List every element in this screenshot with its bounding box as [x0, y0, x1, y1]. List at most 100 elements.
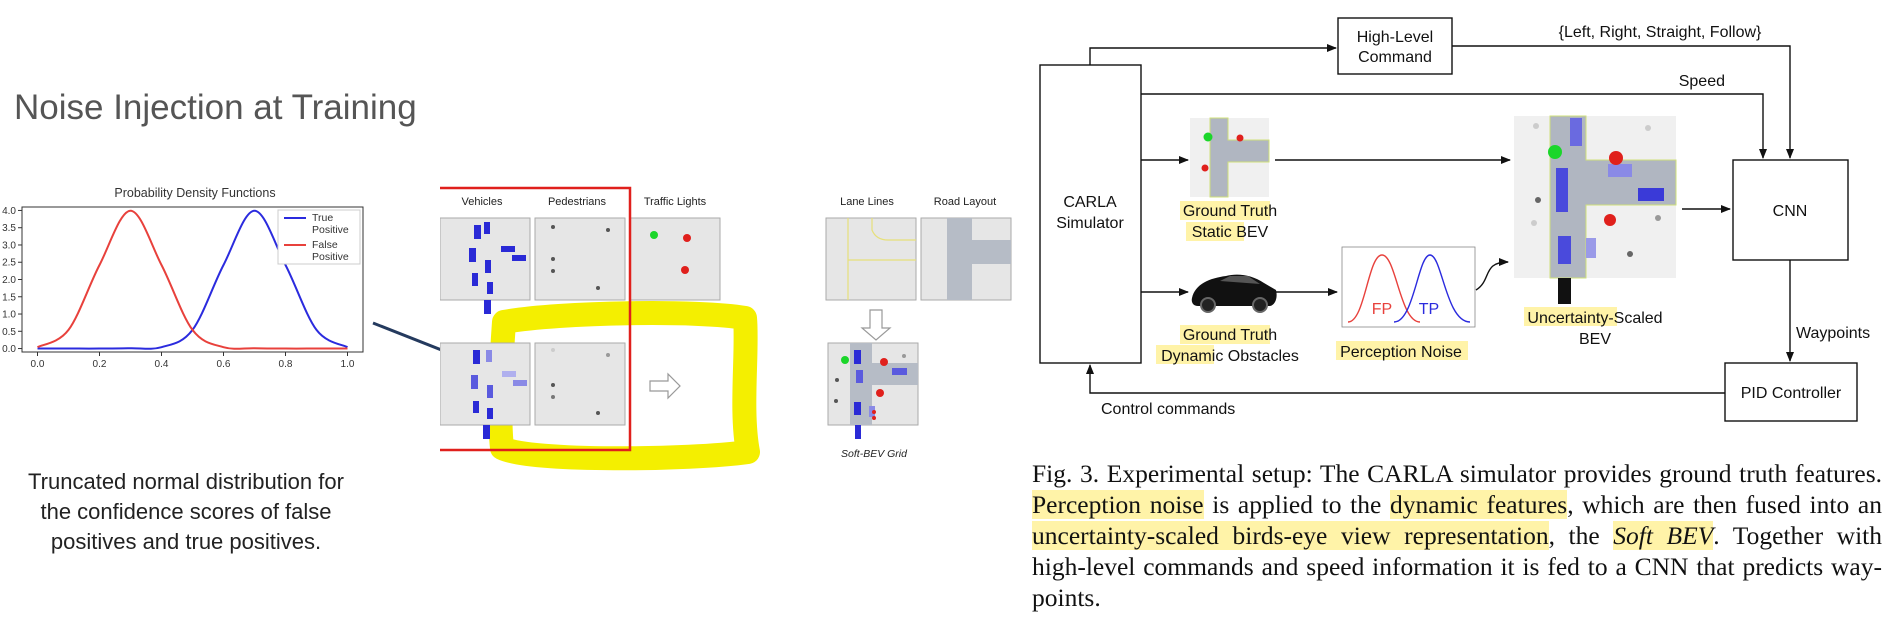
vehicle-markers	[469, 222, 526, 314]
dynamic-highlight-1	[1180, 325, 1270, 344]
caption-highlight-perception-noise: Perception noise	[1032, 490, 1204, 519]
waypoints-label: Waypoints	[1796, 325, 1870, 342]
pdf-chart: Probability Density Functions 0.0 0.5 1.0 1…	[2, 186, 364, 370]
dynamic-label-1: Ground Truth	[1183, 327, 1277, 344]
command-options-label: {Left, Right, Straight, Follow}	[1559, 24, 1762, 41]
legend-box	[277, 209, 361, 265]
y-tick-label: 1.0	[2, 310, 16, 321]
tp-label: TP	[1419, 301, 1439, 318]
red-light-2	[681, 266, 689, 274]
soft-bev-grid-label: Soft-BEV Grid	[841, 448, 908, 460]
static-bev-label-1: Ground Truth	[1183, 203, 1277, 220]
y-tick-label: 3.5	[2, 223, 16, 234]
tile-lane-lines	[825, 217, 917, 301]
uncertainty-label-2: BEV	[1579, 331, 1611, 348]
y-tick-label: 1.5	[2, 292, 16, 303]
caption-mid-3: , the	[1548, 521, 1614, 550]
static-bev-highlight-2	[1186, 222, 1244, 241]
road-shape	[947, 218, 1011, 300]
carla-label: CARLA	[1063, 194, 1117, 211]
series-line-false-positive	[37, 209, 348, 350]
noisy-pedestrian-markers	[551, 348, 610, 415]
legend-label-positive: Positive	[312, 224, 349, 236]
high-level-command-box	[1337, 17, 1453, 75]
col-header-vehicles: Vehicles	[462, 196, 503, 208]
legend-label-false: False	[312, 239, 338, 251]
y-tick-label: 0.5	[2, 327, 16, 338]
uncertainty-highlight	[1524, 307, 1617, 326]
fp-label: FP	[1372, 301, 1392, 318]
x-tick-label: 0.2	[93, 359, 107, 370]
slide-caption: Truncated normal distribution for the co…	[28, 469, 344, 554]
legend-label-positive-2: Positive	[312, 251, 349, 263]
static-bev-label-2: Static BEV	[1192, 224, 1269, 241]
perception-noise-highlight	[1336, 341, 1468, 360]
chart-title: Probability Density Functions	[114, 186, 275, 200]
uncertainty-label-1: Uncertainty-Scaled	[1527, 310, 1662, 327]
dynamic-label-2: Dynamic Obstacles	[1161, 348, 1299, 365]
tile-pedestrians	[534, 217, 626, 301]
lane-line-shape	[847, 218, 916, 300]
col-header-lane-lines: Lane Lines	[840, 196, 894, 208]
uncertainty-bev-image	[1514, 115, 1677, 304]
figure-caption: Fig. 3. Experimental setup: The CARLA si…	[1032, 458, 1882, 613]
pid-controller-box	[1724, 362, 1858, 422]
dynamic-highlight-2	[1156, 345, 1214, 364]
y-tick-label: 4.0	[2, 206, 16, 217]
caption-highlight-uncertainty: uncertainty-scaled birds-eye view repres…	[1032, 521, 1549, 550]
control-commands-label: Control commands	[1101, 401, 1235, 418]
legend: True Positive False Positive	[277, 209, 361, 265]
x-tick-label: 0.0	[31, 359, 45, 370]
y-tick-label: 0.0	[2, 344, 16, 355]
red-light	[683, 234, 691, 242]
right-arrow	[649, 372, 681, 400]
setup-diagram: CARLA Simulator High-Level Command CNN P…	[1039, 17, 1870, 422]
caption-highlight-dynamic-features: dynamic features	[1390, 490, 1568, 519]
x-tick-label: 0.4	[155, 359, 169, 370]
carla-simulator-box	[1039, 64, 1142, 364]
static-bev-image	[1190, 117, 1270, 198]
speed-label: Speed	[1679, 73, 1725, 90]
hlc-label-2: Command	[1358, 49, 1432, 66]
down-arrow	[860, 309, 892, 341]
y-axis: 0.0 0.5 1.0 1.5 2.0 2.5 3.0 3.5 4.0	[2, 206, 22, 355]
car-image	[1191, 274, 1277, 313]
series-line-true-positive	[37, 209, 348, 350]
series-lines	[37, 209, 348, 350]
pid-label: PID Controller	[1741, 385, 1842, 402]
cnn-box	[1732, 159, 1849, 261]
y-tick-label: 3.0	[2, 240, 16, 251]
simulator-label: Simulator	[1056, 215, 1124, 232]
bottom-row	[440, 342, 626, 439]
tile-traffic-lights	[629, 217, 721, 301]
caption-prefix: Fig. 3. Experimental setup: The CARLA si…	[1032, 459, 1882, 488]
legend-label-true: True	[312, 212, 333, 224]
hlc-label-1: High-Level	[1357, 29, 1433, 46]
pedestrian-markers	[551, 225, 610, 290]
caption-mid-2: , which are then fused into an	[1567, 490, 1882, 519]
perception-noise-label: Perception Noise	[1340, 344, 1462, 361]
noisy-vehicle-markers	[471, 350, 527, 439]
y-tick-label: 2.0	[2, 275, 16, 286]
tile-noisy-vehicles	[440, 342, 531, 426]
static-bev-highlight-1	[1180, 201, 1270, 220]
green-light	[650, 231, 658, 239]
x-tick-label: 1.0	[341, 359, 355, 370]
col-header-traffic-lights: Traffic Lights	[644, 196, 707, 208]
caption-mid-1: is applied to the	[1203, 490, 1391, 519]
col-header-road-layout: Road Layout	[934, 196, 996, 208]
x-tick-label: 0.6	[217, 359, 231, 370]
top-row	[440, 217, 1012, 314]
caption-suffix: . Together with high-level commands and …	[1032, 521, 1882, 612]
red-selection-box	[440, 186, 632, 452]
cnn-label: CNN	[1773, 203, 1808, 220]
x-tick-label: 0.8	[279, 359, 293, 370]
perception-noise-plot: FP TP	[1341, 246, 1476, 328]
x-axis: 0.0 0.2 0.4 0.6 0.8 1.0	[31, 352, 355, 370]
y-tick-label: 2.5	[2, 258, 16, 269]
soft-bev-tile	[827, 342, 919, 439]
tile-noisy-pedestrians	[534, 342, 626, 426]
col-header-pedestrians: Pedestrians	[548, 196, 607, 208]
caption-highlight-soft-bev: Soft BEV	[1613, 521, 1714, 550]
slide-title: Noise Injection at Training	[14, 88, 417, 127]
